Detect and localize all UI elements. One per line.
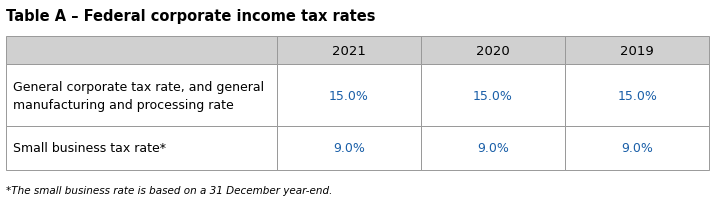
Text: 15.0%: 15.0% [617, 89, 657, 102]
Bar [6, 126, 277, 170]
Bar [565, 126, 709, 170]
Text: General corporate tax rate, and general
manufacturing and processing rate: General corporate tax rate, and general … [13, 80, 264, 111]
Bar [421, 37, 565, 65]
Bar [565, 37, 709, 65]
Text: 9.0%: 9.0% [477, 142, 509, 154]
Text: 15.0%: 15.0% [473, 89, 513, 102]
Text: Table A – Federal corporate income tax rates: Table A – Federal corporate income tax r… [6, 9, 375, 24]
Bar [6, 37, 277, 65]
Bar [277, 126, 421, 170]
Text: 9.0%: 9.0% [621, 142, 653, 154]
Text: 2019: 2019 [621, 44, 654, 57]
Bar [6, 65, 277, 126]
Bar [277, 37, 421, 65]
Text: 15.0%: 15.0% [329, 89, 369, 102]
Bar [421, 126, 565, 170]
Text: 2021: 2021 [332, 44, 365, 57]
Bar [565, 65, 709, 126]
Bar [421, 65, 565, 126]
Text: Small business tax rate*: Small business tax rate* [13, 142, 166, 154]
Text: *The small business rate is based on a 31 December year-end.: *The small business rate is based on a 3… [6, 185, 332, 195]
Text: 9.0%: 9.0% [332, 142, 365, 154]
Text: 2020: 2020 [476, 44, 510, 57]
Bar [277, 65, 421, 126]
